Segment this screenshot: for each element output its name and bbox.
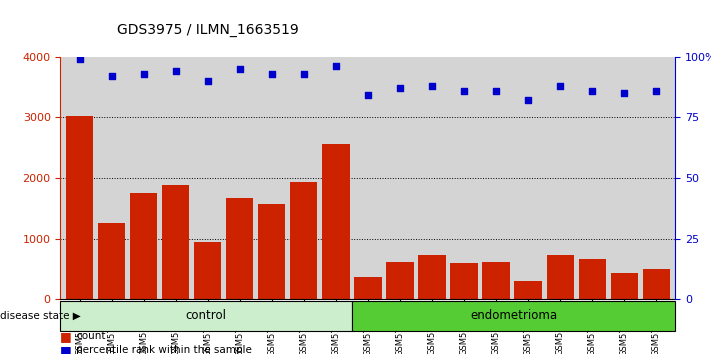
Bar xyxy=(98,223,125,299)
Bar xyxy=(66,116,93,299)
Bar xyxy=(60,301,352,331)
Point xyxy=(555,83,566,88)
Point xyxy=(651,88,662,93)
Point xyxy=(330,63,341,69)
Bar xyxy=(579,258,606,299)
Bar xyxy=(418,255,446,299)
Point xyxy=(619,90,630,96)
Point xyxy=(427,83,438,88)
Text: ■: ■ xyxy=(60,330,76,343)
Point xyxy=(362,93,373,98)
Point xyxy=(587,88,598,93)
Point xyxy=(106,73,117,79)
Bar xyxy=(290,182,318,299)
Point xyxy=(202,78,213,84)
Point xyxy=(266,71,277,76)
Point xyxy=(395,85,406,91)
Bar xyxy=(643,269,670,299)
Bar xyxy=(354,277,382,299)
Point xyxy=(138,71,149,76)
Text: endometrioma: endometrioma xyxy=(470,309,557,322)
Bar xyxy=(386,262,414,299)
Point xyxy=(523,97,534,103)
Point xyxy=(234,66,245,72)
Point xyxy=(170,68,181,74)
Bar xyxy=(162,185,189,299)
Bar xyxy=(483,262,510,299)
Text: count: count xyxy=(76,331,105,341)
Bar xyxy=(322,144,350,299)
Bar xyxy=(451,263,478,299)
Point xyxy=(74,56,85,62)
Text: control: control xyxy=(186,309,227,322)
Bar xyxy=(611,273,638,299)
Text: ■: ■ xyxy=(60,344,76,354)
Point xyxy=(491,88,502,93)
Text: disease state ▶: disease state ▶ xyxy=(0,311,81,321)
Bar xyxy=(352,301,675,331)
Bar xyxy=(226,199,253,299)
Bar xyxy=(547,256,574,299)
Text: percentile rank within the sample: percentile rank within the sample xyxy=(76,346,252,354)
Point xyxy=(298,71,309,76)
Bar xyxy=(130,193,157,299)
Bar xyxy=(515,281,542,299)
Bar xyxy=(258,204,285,299)
Text: GDS3975 / ILMN_1663519: GDS3975 / ILMN_1663519 xyxy=(117,23,299,37)
Point xyxy=(459,88,470,93)
Bar xyxy=(194,241,221,299)
